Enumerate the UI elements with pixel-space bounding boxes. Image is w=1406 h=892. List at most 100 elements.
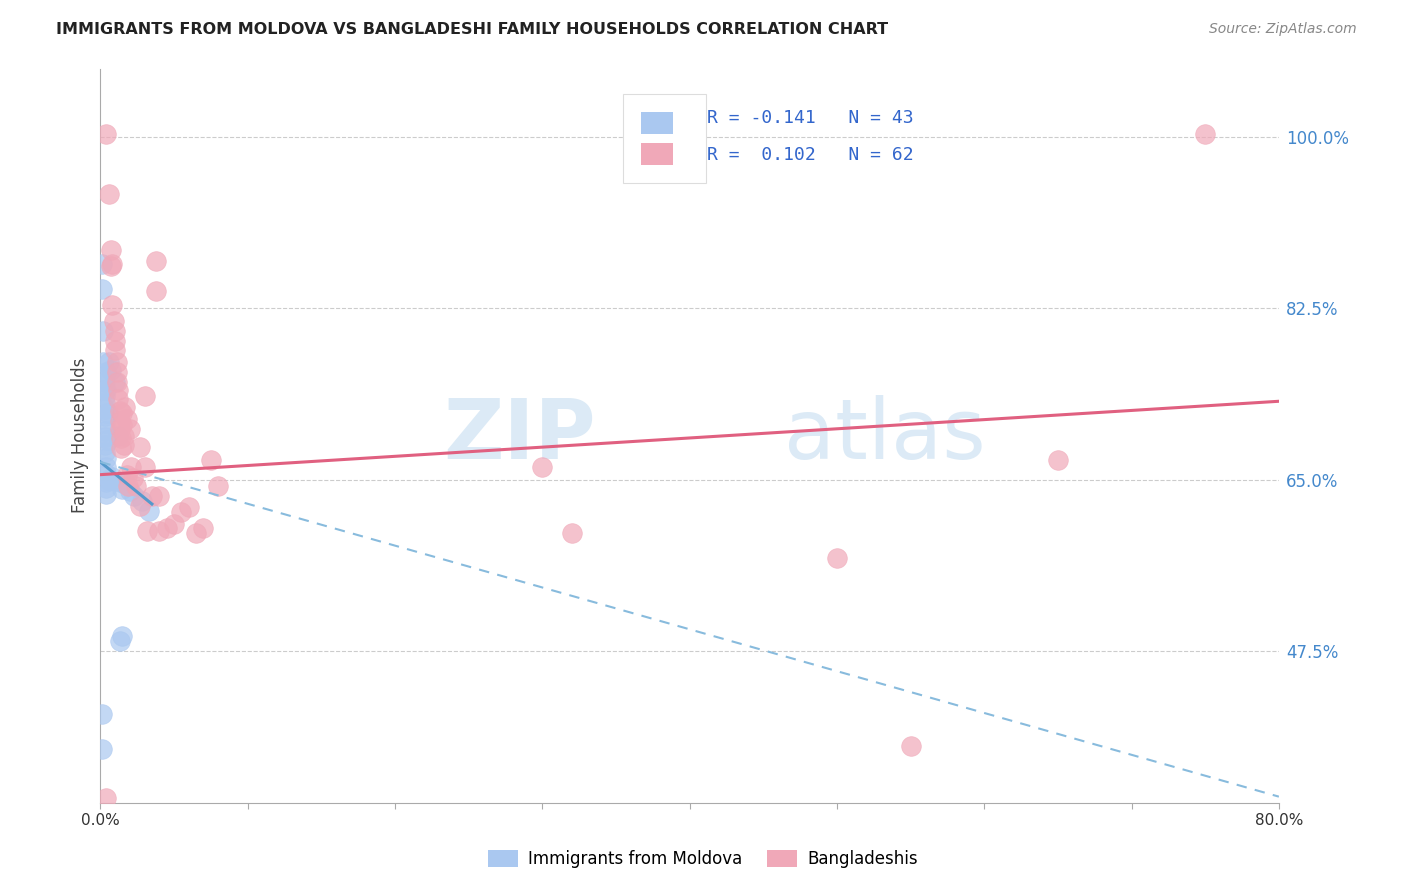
Point — [94, 445, 117, 459]
Point — [104, 375, 127, 389]
Point — [114, 477, 136, 491]
Point — [98, 473, 121, 487]
Y-axis label: Family Households: Family Households — [72, 358, 89, 513]
Point — [97, 434, 120, 448]
Point — [129, 499, 152, 513]
Point — [134, 389, 156, 403]
Text: R = -0.141   N = 43: R = -0.141 N = 43 — [707, 109, 914, 127]
Point — [108, 634, 131, 648]
Point — [96, 481, 118, 495]
Point — [115, 467, 138, 482]
Point — [200, 453, 222, 467]
Point — [96, 383, 118, 397]
Point — [111, 417, 134, 432]
Point — [94, 424, 117, 438]
Point — [111, 629, 134, 643]
Point — [108, 475, 131, 489]
Point — [111, 483, 134, 497]
Point — [98, 186, 121, 201]
Point — [107, 383, 129, 397]
Point — [100, 259, 122, 273]
Point — [138, 504, 160, 518]
Point — [91, 369, 114, 384]
Point — [131, 494, 153, 508]
Point — [91, 355, 114, 369]
Point — [101, 257, 124, 271]
Point — [110, 432, 132, 446]
Text: IMMIGRANTS FROM MOLDOVA VS BANGLADESHI FAMILY HOUSEHOLDS CORRELATION CHART: IMMIGRANTS FROM MOLDOVA VS BANGLADESHI F… — [56, 22, 889, 37]
Point — [141, 489, 163, 503]
Point — [96, 450, 118, 465]
Point — [825, 550, 848, 565]
Point — [134, 459, 156, 474]
Text: atlas: atlas — [785, 395, 986, 476]
Point — [90, 741, 112, 756]
Point — [105, 355, 128, 369]
Point — [118, 422, 141, 436]
Point — [90, 282, 112, 296]
Legend: , : , — [628, 100, 700, 178]
Point — [100, 243, 122, 257]
Point — [900, 739, 922, 753]
Point — [108, 414, 131, 428]
Point — [104, 334, 127, 348]
Text: R =  0.102   N = 62: R = 0.102 N = 62 — [707, 145, 914, 163]
Point — [170, 505, 193, 519]
Point — [94, 438, 117, 452]
Point — [561, 526, 583, 541]
Point — [94, 389, 117, 403]
Point — [117, 479, 139, 493]
Point — [96, 467, 118, 481]
Point — [114, 400, 136, 414]
Point — [156, 521, 179, 535]
Point — [207, 479, 229, 493]
Point — [105, 365, 128, 379]
Point — [125, 479, 148, 493]
Point — [110, 442, 132, 456]
Point — [531, 459, 554, 474]
Point — [96, 365, 118, 379]
Point — [96, 475, 118, 489]
Point — [94, 396, 117, 410]
Point — [177, 500, 200, 514]
Point — [94, 383, 117, 397]
Point — [121, 470, 143, 484]
Point — [112, 428, 135, 442]
Legend: Immigrants from Moldova, Bangladeshis: Immigrants from Moldova, Bangladeshis — [481, 843, 925, 875]
Point — [96, 459, 118, 474]
Point — [145, 284, 167, 298]
Point — [90, 707, 112, 722]
Point — [103, 314, 125, 328]
Point — [94, 416, 117, 430]
Point — [98, 355, 121, 369]
Point — [91, 324, 114, 338]
Point — [107, 392, 129, 407]
Point — [108, 422, 131, 436]
Point — [163, 516, 186, 531]
Point — [96, 127, 118, 141]
Point — [145, 254, 167, 268]
Point — [129, 440, 152, 454]
Point — [148, 524, 170, 539]
Point — [136, 524, 159, 539]
Point — [104, 324, 127, 338]
Point — [122, 489, 145, 503]
Point — [148, 489, 170, 503]
Point — [101, 298, 124, 312]
Point — [184, 526, 207, 541]
Point — [1194, 127, 1216, 141]
Point — [101, 469, 124, 483]
Text: ZIP: ZIP — [443, 395, 595, 476]
Point — [90, 257, 112, 271]
Point — [193, 521, 215, 535]
Point — [94, 375, 117, 389]
Point — [104, 343, 127, 358]
Point — [118, 484, 141, 499]
Point — [96, 487, 118, 501]
Point — [115, 412, 138, 426]
Point — [100, 363, 122, 377]
Point — [107, 428, 129, 442]
Text: Source: ZipAtlas.com: Source: ZipAtlas.com — [1209, 22, 1357, 37]
Point — [94, 409, 117, 423]
Point — [120, 459, 142, 474]
